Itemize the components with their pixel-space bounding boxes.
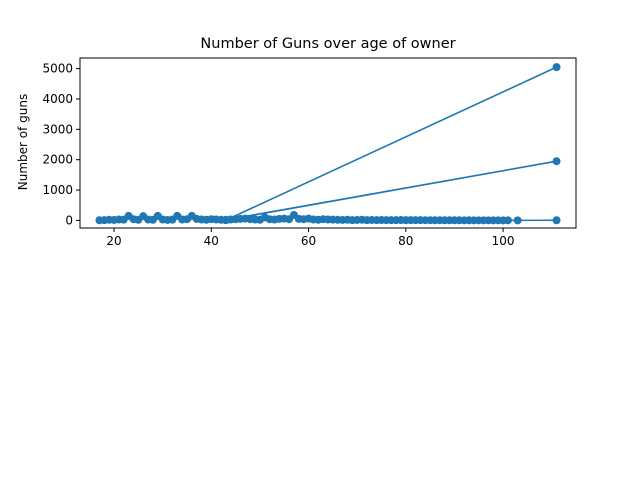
axes-frame [79, 57, 577, 229]
chart-title: Number of Guns over age of owner [200, 36, 455, 52]
x-tick-label: 60 [301, 234, 316, 248]
y-tick-label: 5000 [42, 62, 73, 76]
data-point [552, 157, 561, 166]
x-tick-label: 40 [204, 234, 219, 248]
data-point [552, 63, 561, 72]
data-point [503, 216, 512, 225]
data-point [513, 216, 522, 225]
y-tick-label: 4000 [42, 92, 73, 106]
y-axis-ticks: 0 1000 2000 3000 4000 5000 [42, 62, 80, 227]
x-axis-ticks: 20 40 60 80 100 [106, 228, 515, 248]
x-tick-label: 80 [398, 234, 413, 248]
y-tick-label: 0 [65, 213, 73, 227]
x-tick-label: 100 [492, 234, 515, 248]
data-point [552, 216, 561, 225]
y-tick-label: 3000 [42, 122, 73, 136]
x-tick-label: 20 [106, 234, 121, 248]
plot-area [95, 63, 561, 225]
y-tick-label: 1000 [42, 183, 73, 197]
y-tick-label: 2000 [42, 153, 73, 167]
y-axis-label: Number of guns [16, 94, 30, 190]
